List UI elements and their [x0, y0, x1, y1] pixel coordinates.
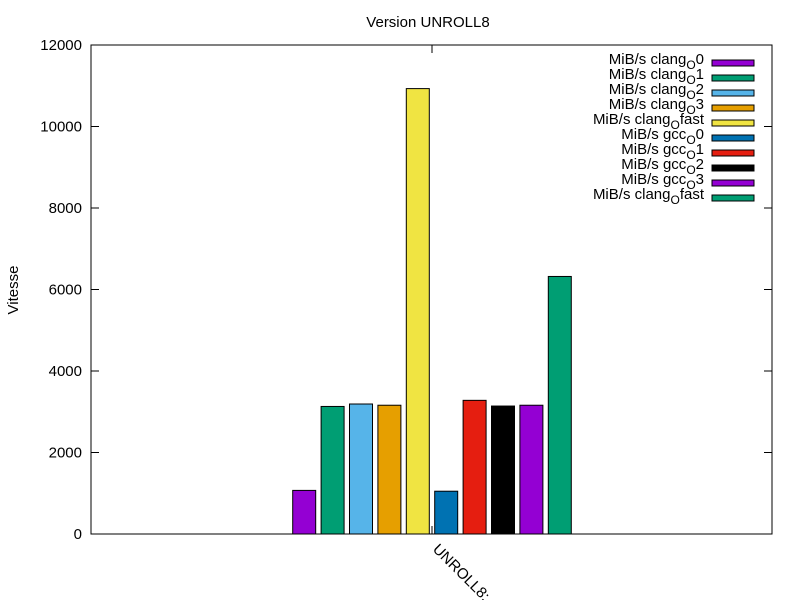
- legend-label-7: MiB/s gccO2: [621, 156, 704, 177]
- legend-label-9: MiB/s clangOfast: [593, 186, 705, 207]
- legend-label-subscript: O: [670, 193, 679, 207]
- y-tick-label: 6000: [49, 282, 82, 299]
- bar-1: [320, 405, 345, 535]
- legend-swatch-3: [711, 104, 755, 112]
- legend-label-subscript: O: [686, 88, 695, 102]
- chart-title: Version UNROLL8: [366, 14, 489, 31]
- legend-swatch-5: [711, 134, 755, 142]
- legend-label-main: MiB/s clang: [609, 81, 687, 98]
- legend-label-main: MiB/s gcc: [621, 156, 687, 173]
- legend-label-subscript: O: [686, 58, 695, 72]
- legend-label-main: MiB/s clang: [593, 186, 671, 203]
- bar-2: [349, 403, 373, 535]
- legend-label-suffix: 0: [696, 126, 704, 143]
- legend-label-suffix: 3: [696, 171, 704, 188]
- legend-label-main: MiB/s clang: [609, 96, 687, 113]
- y-axis-ticks: 0 2000 4000 6000 8000 10000 12000: [40, 37, 772, 543]
- legend-label-subscript: O: [686, 163, 695, 177]
- legend-label-main: MiB/s clang: [593, 111, 671, 128]
- legend-label-0: MiB/s clangO0: [609, 51, 704, 72]
- legend-label-subscript: O: [686, 178, 695, 192]
- y-tick-label: 2000: [49, 445, 82, 462]
- y-tick-label: 12000: [40, 37, 82, 54]
- bar-3: [377, 404, 402, 535]
- legend-label-main: MiB/s gcc: [621, 171, 687, 188]
- y-tick-label: 4000: [49, 363, 82, 380]
- bar-5: [434, 490, 459, 535]
- legend-label-suffix: 3: [696, 96, 704, 113]
- legend-label-main: MiB/s clang: [609, 51, 687, 68]
- legend-label-subscript: O: [686, 103, 695, 117]
- legend-swatch-7: [711, 164, 755, 172]
- legend-label-subscript: O: [686, 73, 695, 87]
- legend-swatch-1: [711, 74, 755, 82]
- legend-label-suffix: 2: [696, 81, 704, 98]
- legend-swatch-6: [711, 149, 755, 157]
- legend-swatch-4: [711, 119, 755, 127]
- legend-label-3: MiB/s clangO3: [609, 96, 704, 117]
- legend-label-1: MiB/s clangO1: [609, 66, 704, 87]
- y-tick-label: 0: [74, 526, 82, 543]
- legend-label-suffix: 0: [696, 51, 704, 68]
- legend-swatch-8: [711, 179, 755, 187]
- y-tick-label: 10000: [40, 119, 82, 136]
- bar-9: [547, 275, 572, 535]
- y-tick-label: 8000: [49, 200, 82, 217]
- bar-4: [405, 88, 430, 535]
- legend-label-2: MiB/s clangO2: [609, 81, 704, 102]
- bars-layer: [292, 88, 572, 535]
- legend-label-main: MiB/s gcc: [621, 141, 687, 158]
- bar-7: [491, 405, 515, 535]
- legend-label-suffix: fast: [680, 111, 705, 128]
- bar-8: [519, 404, 544, 535]
- legend-label-suffix: 1: [696, 141, 704, 158]
- legend-label-5: MiB/s gccO0: [621, 126, 704, 147]
- legend-swatch-0: [711, 59, 755, 67]
- legend-swatch-9: [711, 194, 755, 202]
- y-axis-label: Vitesse: [5, 266, 22, 315]
- legend-label-suffix: fast: [680, 186, 705, 203]
- legend-label-main: MiB/s clang: [609, 66, 687, 83]
- legend-label-8: MiB/s gccO3: [621, 171, 704, 192]
- legend-label-main: MiB/s gcc: [621, 126, 687, 143]
- legend-label-suffix: 1: [696, 66, 704, 83]
- legend-label-4: MiB/s clangOfast: [593, 111, 705, 132]
- legend-swatch-2: [711, 89, 755, 97]
- legend-label-suffix: 2: [696, 156, 704, 173]
- legend-label-6: MiB/s gccO1: [621, 141, 704, 162]
- x-tick-label: UNROLL8:: [429, 541, 493, 600]
- legend-label-subscript: O: [686, 133, 695, 147]
- legend-label-subscript: O: [686, 148, 695, 162]
- bar-0: [292, 489, 317, 535]
- bar-6: [462, 399, 487, 535]
- legend-label-subscript: O: [670, 118, 679, 132]
